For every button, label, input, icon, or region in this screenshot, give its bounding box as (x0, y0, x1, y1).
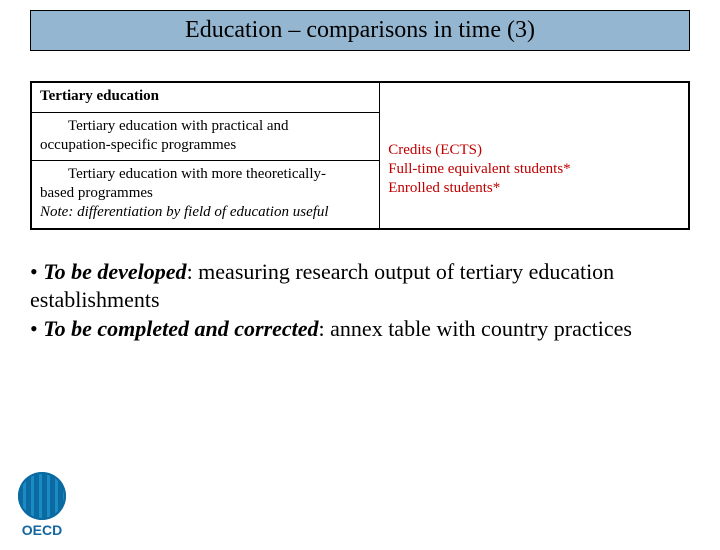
table-cell-right: Credits (ECTS) Full-time equivalent stud… (380, 83, 689, 229)
bullet-list: • To be developed: measuring research ou… (30, 258, 690, 344)
table-cell-left-1: Tertiary education with practical and oc… (32, 112, 380, 161)
theoretical-line2: based programmes (40, 185, 153, 201)
education-table: Tertiary education Credits (ECTS) Full-t… (30, 81, 690, 230)
practical-line2: occupation-specific programmes (40, 137, 236, 153)
theoretical-line1: Tertiary education with more theoretical… (40, 165, 371, 184)
fte-line: Full-time equivalent students* (388, 160, 680, 179)
oecd-globe-icon (18, 472, 66, 520)
theoretical-note: Note: differentiation by field of educat… (40, 204, 329, 220)
practical-line1: Tertiary education with practical and (40, 117, 371, 136)
slide-title: Education – comparisons in time (3) (30, 10, 690, 51)
bullet-1-label: To be developed (43, 259, 186, 284)
oecd-logo: OECD (18, 472, 66, 538)
table-cell-left-2: Tertiary education with more theoretical… (32, 161, 380, 228)
table-header-left: Tertiary education (32, 83, 380, 113)
bullet-2: • To be completed and corrected: annex t… (30, 315, 690, 344)
bullet-2-text: : annex table with country practices (319, 316, 632, 341)
bullet-1: • To be developed: measuring research ou… (30, 258, 690, 315)
credits-line: Credits (ECTS) (388, 141, 680, 160)
bullet-2-label: To be completed and corrected (43, 316, 318, 341)
oecd-logo-text: OECD (22, 522, 62, 538)
enrolled-line: Enrolled students* (388, 179, 680, 198)
